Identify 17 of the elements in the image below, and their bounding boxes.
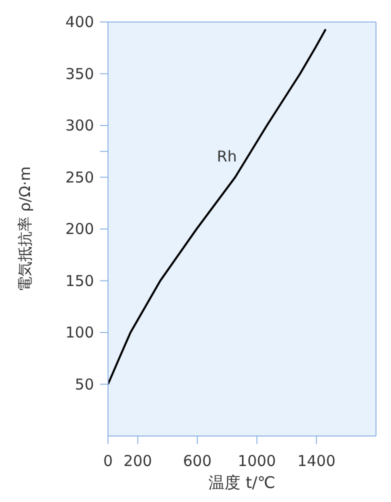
series-label: Rh (216, 148, 237, 166)
line-series (108, 28, 327, 386)
y-tick-label: 350 (65, 64, 94, 83)
y-tick-label: 50 (74, 375, 94, 394)
y-tick-label: 250 (65, 168, 94, 186)
y-tick-label: 100 (65, 324, 94, 342)
y-axis-title: 電気抵抗率 ρ/Ω·m (16, 166, 34, 292)
x-axis-title: 温度 t/℃ (208, 473, 276, 492)
x-tick-label: 200 (123, 452, 152, 470)
x-tick-label: 0 (103, 452, 113, 470)
x-tick-label: 1000 (238, 452, 276, 470)
y-tick-label: 400 (65, 13, 94, 31)
y-tick-label: 150 (65, 272, 94, 290)
y-tick-label: 200 (65, 220, 94, 238)
x-tick-label: 600 (183, 452, 212, 470)
x-tick-label: 1400 (297, 452, 336, 470)
y-tick-label: 300 (65, 116, 94, 134)
